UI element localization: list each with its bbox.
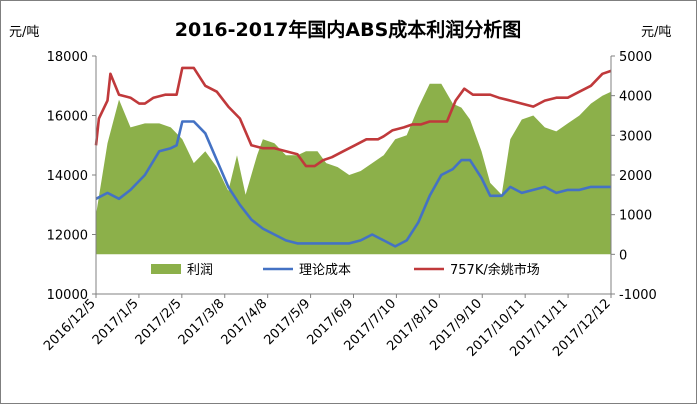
right-axis-unit: 元/吨	[641, 25, 671, 40]
x-tick-label: 2017/4/8	[219, 296, 271, 348]
right-tick-label: -1000	[619, 288, 657, 303]
legend-item-profit-label: 利润	[187, 263, 213, 278]
right-tick-label: 1000	[619, 209, 652, 224]
series-line-757k-yuyao-market	[94, 66, 612, 168]
chart-title: 2016-2017年国内ABS成本利润分析图	[175, 18, 522, 41]
left-tick-label: 18000	[47, 50, 88, 65]
right-tick-label: 0	[619, 248, 627, 263]
chart-legend: 利润 理论成本 757K/余姚市场	[151, 262, 540, 278]
x-tick-label: 2017/1/5	[90, 296, 142, 348]
series-line-theoretical-cost	[95, 120, 611, 248]
x-tick-label: 2017/2/5	[133, 296, 185, 348]
left-tick-label: 12000	[47, 229, 88, 244]
x-tick-label: 2017/3/8	[176, 296, 228, 348]
plot-area	[94, 66, 612, 255]
legend-item-theoretical-cost-label: 理论成本	[299, 263, 351, 278]
left-axis-unit: 元/吨	[9, 25, 39, 40]
left-tick-label: 14000	[47, 169, 88, 184]
right-tick-label: 5000	[619, 50, 652, 65]
left-tick-label: 16000	[47, 110, 88, 125]
legend-item-profit-swatch	[151, 264, 181, 274]
right-tick-label: 2000	[619, 169, 652, 184]
left-tick-label: 10000	[47, 288, 88, 303]
series-area-profit	[96, 83, 611, 255]
x-tick-label: 2017/5/9	[262, 296, 314, 348]
right-tick-label: 3000	[619, 129, 652, 144]
right-tick-label: 4000	[619, 90, 652, 105]
legend-item-757k-yuyao-market-label: 757K/余姚市场	[450, 262, 540, 278]
x-tick-label: 2016/12/5	[41, 296, 99, 354]
